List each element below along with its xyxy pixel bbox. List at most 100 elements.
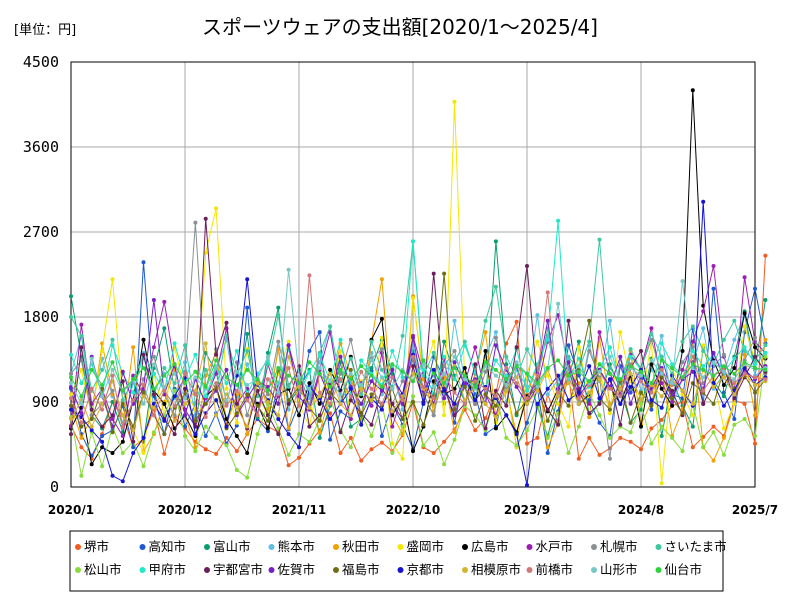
data-point (504, 413, 509, 418)
data-point (224, 367, 229, 372)
data-point (452, 377, 457, 382)
data-point (514, 384, 519, 389)
data-point (100, 349, 105, 353)
data-point (566, 424, 571, 429)
data-point (411, 364, 415, 369)
data-point (193, 418, 198, 423)
legend-marker (75, 544, 81, 550)
data-point (721, 364, 726, 369)
data-point (514, 443, 519, 448)
data-point (493, 358, 498, 363)
legend-item: 盛岡市 (397, 539, 444, 554)
plot-frame (70, 61, 756, 488)
data-point (245, 367, 250, 372)
data-point (421, 401, 426, 406)
data-point (431, 384, 436, 389)
data-point (193, 392, 198, 397)
data-point (89, 417, 94, 421)
legend-item: 松山市 (75, 562, 122, 577)
data-point (525, 428, 529, 433)
legend-label: 相模原市 (471, 562, 521, 577)
data-point (379, 367, 384, 372)
data-point (566, 403, 571, 408)
data-point (639, 369, 643, 374)
data-point (338, 451, 343, 455)
data-point (421, 358, 426, 363)
data-point (473, 398, 478, 403)
legend-marker (462, 544, 468, 550)
legend-item: 富山市 (204, 539, 251, 554)
data-point (390, 367, 395, 372)
series-line (70, 299, 766, 429)
data-point (390, 451, 395, 455)
data-point (711, 430, 716, 435)
data-point (639, 424, 643, 429)
data-point (628, 401, 633, 406)
data-point (286, 426, 291, 431)
data-point (431, 396, 436, 401)
data-point (742, 371, 747, 376)
data-point (452, 407, 457, 412)
data-point (649, 407, 654, 412)
data-point (224, 398, 229, 403)
legend-marker (333, 567, 339, 573)
data-point (276, 426, 281, 431)
data-point (151, 430, 156, 435)
data-point (742, 275, 747, 280)
data-point (89, 424, 94, 429)
data-point (120, 434, 125, 438)
legend-label: 前橋市 (536, 562, 574, 577)
legend-marker (204, 567, 210, 573)
data-point (659, 358, 664, 363)
data-point (462, 343, 467, 348)
data-point (649, 362, 654, 367)
data-point (245, 424, 250, 429)
data-point (203, 447, 208, 452)
data-point (545, 373, 550, 378)
data-point (566, 398, 571, 403)
data-point (276, 366, 281, 370)
data-point (607, 411, 612, 416)
data-point (100, 424, 105, 429)
data-point (328, 384, 333, 389)
data-point (203, 250, 208, 255)
data-point (245, 349, 250, 353)
data-point (193, 220, 198, 225)
data-point (649, 358, 654, 363)
data-point (442, 439, 447, 444)
data-point (172, 388, 177, 393)
x-tick-label: 2024/8 (618, 503, 664, 517)
x-tick-label: 2025/7 (732, 503, 778, 517)
data-point (514, 411, 519, 416)
data-point (690, 424, 695, 429)
data-point (307, 349, 312, 353)
data-point (359, 386, 364, 391)
data-point (680, 388, 685, 393)
data-point (328, 417, 333, 421)
data-point (276, 313, 281, 318)
data-point (753, 390, 757, 395)
data-point (504, 373, 509, 378)
data-point (639, 373, 643, 378)
data-point (607, 366, 612, 370)
data-point (587, 349, 592, 353)
data-point (100, 407, 105, 412)
data-point (162, 401, 167, 406)
data-point (348, 386, 353, 391)
data-point (172, 418, 177, 423)
data-point (431, 367, 436, 372)
data-point (338, 430, 343, 435)
data-point (359, 458, 364, 463)
data-point (618, 401, 623, 406)
data-point (597, 396, 602, 401)
data-point (151, 345, 156, 350)
chart-title: スポーツウェアの支出額[2020/1～2025/4] (202, 15, 598, 39)
legend-label: さいたま市 (665, 539, 727, 554)
data-point (411, 449, 415, 454)
data-point (462, 366, 467, 370)
data-point (172, 371, 177, 376)
data-point (670, 362, 675, 367)
data-point (711, 384, 716, 389)
data-point (265, 377, 270, 382)
data-point (607, 318, 612, 323)
